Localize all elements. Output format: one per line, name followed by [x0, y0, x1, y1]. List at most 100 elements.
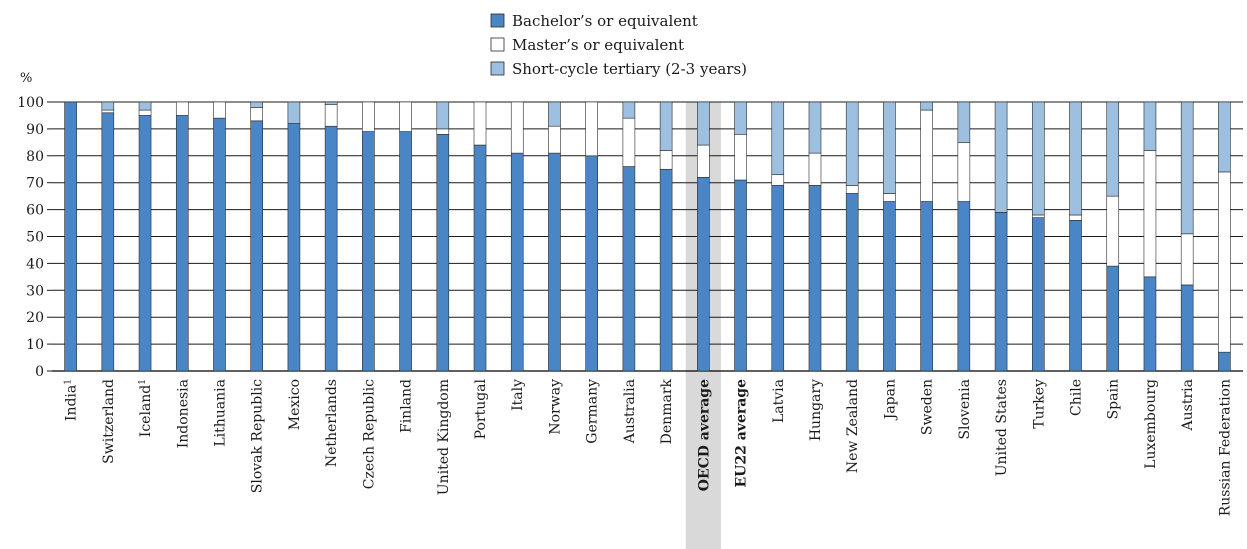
bar-switzerland-series-3: [101, 101, 115, 111]
bar-lithuania-series-1: [213, 117, 226, 372]
x-tick-label-hungary: Hungary: [808, 379, 824, 441]
bar-eu22-average-series-2: [734, 133, 747, 181]
bar-indonesia-series-2: [175, 101, 189, 116]
bar-oecd-average-series-1: [697, 177, 710, 372]
bar-new-zealand-series-2: [845, 185, 859, 194]
x-tick-label-turkey: Turkey: [1031, 379, 1047, 429]
bar-chile-series-1: [1069, 220, 1082, 372]
x-tick-label-switzerland: Switzerland: [101, 379, 117, 464]
x-tick-label-russian-federation: Russian Federation: [1217, 379, 1233, 516]
legend: Bachelor’s or equivalent Master’s or equi…: [490, 12, 747, 78]
bar-slovak-republic-series-3: [250, 101, 264, 108]
bar-turkey-series-1: [1031, 217, 1045, 372]
bar-hungary-series-3: [808, 101, 822, 154]
x-tick-label-czech-republic: Czech Republic: [361, 379, 377, 489]
bar-austria-series-3: [1180, 101, 1194, 235]
bar-finland-series-1: [399, 131, 412, 372]
bar-united-kingdom-series-1: [436, 133, 450, 372]
bar-japan-series-3: [883, 101, 896, 194]
x-tick-label-slovak-republic: Slovak Republic: [250, 379, 266, 493]
x-tick-label-sweden: Sweden: [920, 379, 936, 435]
bar-portugal-series-1: [473, 144, 487, 372]
bar-denmark-series-1: [659, 168, 673, 372]
gridlines: [52, 101, 1243, 372]
bar-united-states-series-1: [994, 211, 1008, 372]
y-tick-label-10: 10: [26, 337, 44, 353]
y-tick-label-0: 0: [35, 364, 44, 380]
bar-denmark-series-3: [659, 101, 673, 151]
footnote-marker-india: 1: [64, 379, 74, 385]
bar-norway-series-1: [548, 152, 561, 372]
bar-spain-series-1: [1106, 265, 1120, 372]
bar-luxembourg-series-2: [1143, 150, 1157, 278]
bars: [64, 101, 1231, 372]
x-tick-label-eu22-average: EU22 average: [734, 379, 750, 488]
bar-sweden-series-3: [920, 101, 933, 111]
x-tick-label-united-states: United States: [994, 379, 1010, 476]
bar-australia-series-1: [622, 166, 636, 372]
bar-australia-series-2: [622, 117, 636, 167]
x-tick-label-indonesia: Indonesia: [175, 379, 191, 448]
x-tick-label-oecd-average: OECD average: [696, 379, 712, 491]
x-tick-label-india: India1: [64, 379, 80, 421]
bar-oecd-average-series-2: [697, 144, 710, 178]
bar-germany-series-1: [585, 155, 598, 372]
bar-netherlands-series-2: [324, 104, 338, 127]
x-tick-label-norway: Norway: [547, 379, 563, 435]
bar-latvia-series-1: [771, 185, 785, 372]
x-tick-label-denmark: Denmark: [659, 378, 675, 444]
bar-hungary-series-2: [808, 152, 822, 186]
bar-sweden-series-2: [920, 109, 933, 202]
bar-united-states-series-3: [994, 101, 1008, 213]
bar-russian-federation-series-1: [1218, 351, 1231, 372]
bar-netherlands-series-1: [324, 125, 338, 372]
bar-russian-federation-series-2: [1218, 171, 1231, 353]
bar-slovenia-series-2: [957, 142, 971, 202]
bar-latvia-series-3: [771, 101, 785, 175]
bar-slovak-republic-series-1: [250, 120, 264, 372]
bar-turkey-series-2: [1031, 214, 1045, 218]
y-tick-label-80: 80: [26, 149, 44, 165]
bar-germany-series-2: [585, 101, 598, 157]
legend-swatch-3: [490, 61, 505, 76]
bar-luxembourg-series-3: [1143, 101, 1157, 151]
bar-austria-series-2: [1180, 233, 1194, 286]
bar-slovenia-series-3: [957, 101, 971, 143]
y-axis-label: %: [20, 71, 32, 86]
bar-switzerland-series-1: [101, 112, 115, 372]
legend-label-3: Short-cycle tertiary (2-3 years): [512, 60, 747, 78]
x-tick-label-new-zealand: New Zealand: [845, 379, 861, 473]
bar-mexico-series-3: [287, 101, 301, 124]
x-tick-label-mexico: Mexico: [287, 379, 303, 430]
bar-eu22-average-series-3: [734, 101, 747, 135]
x-tick-label-austria: Austria: [1180, 379, 1196, 431]
x-tick-label-italy: Italy: [510, 379, 526, 411]
bar-italy-series-2: [510, 101, 524, 154]
bar-portugal-series-2: [473, 101, 487, 146]
bar-italy-series-1: [510, 152, 524, 372]
bar-denmark-series-2: [659, 150, 673, 170]
bar-united-kingdom-series-3: [436, 101, 450, 130]
bar-indonesia-series-1: [175, 115, 189, 372]
footnote-marker-iceland: 1: [138, 379, 148, 385]
axes: 0 10 20 30 40 50 60 70 80 90 100% India1 Switzerland…: [17, 71, 1233, 516]
y-tick-label-100: 100: [17, 95, 44, 111]
bar-oecd-average-series-3: [697, 101, 710, 146]
bar-sweden-series-1: [920, 201, 933, 372]
bar-slovak-republic-series-2: [250, 107, 264, 122]
bar-turkey-series-3: [1031, 101, 1045, 216]
bar-australia-series-3: [622, 101, 636, 119]
bar-netherlands-series-3: [324, 101, 338, 105]
bar-japan-series-2: [883, 193, 896, 202]
bar-chile-series-2: [1069, 214, 1082, 221]
x-tick-label-netherlands: Netherlands: [324, 379, 340, 467]
bar-russian-federation-series-3: [1218, 101, 1231, 173]
bar-norway-series-2: [548, 125, 561, 154]
bar-united-kingdom-series-2: [436, 128, 450, 135]
x-tick-label-slovenia: Slovenia: [957, 379, 973, 440]
y-tick-label-40: 40: [26, 256, 44, 272]
bar-spain-series-2: [1106, 195, 1120, 267]
x-tick-label-iceland: Iceland1: [138, 379, 154, 437]
